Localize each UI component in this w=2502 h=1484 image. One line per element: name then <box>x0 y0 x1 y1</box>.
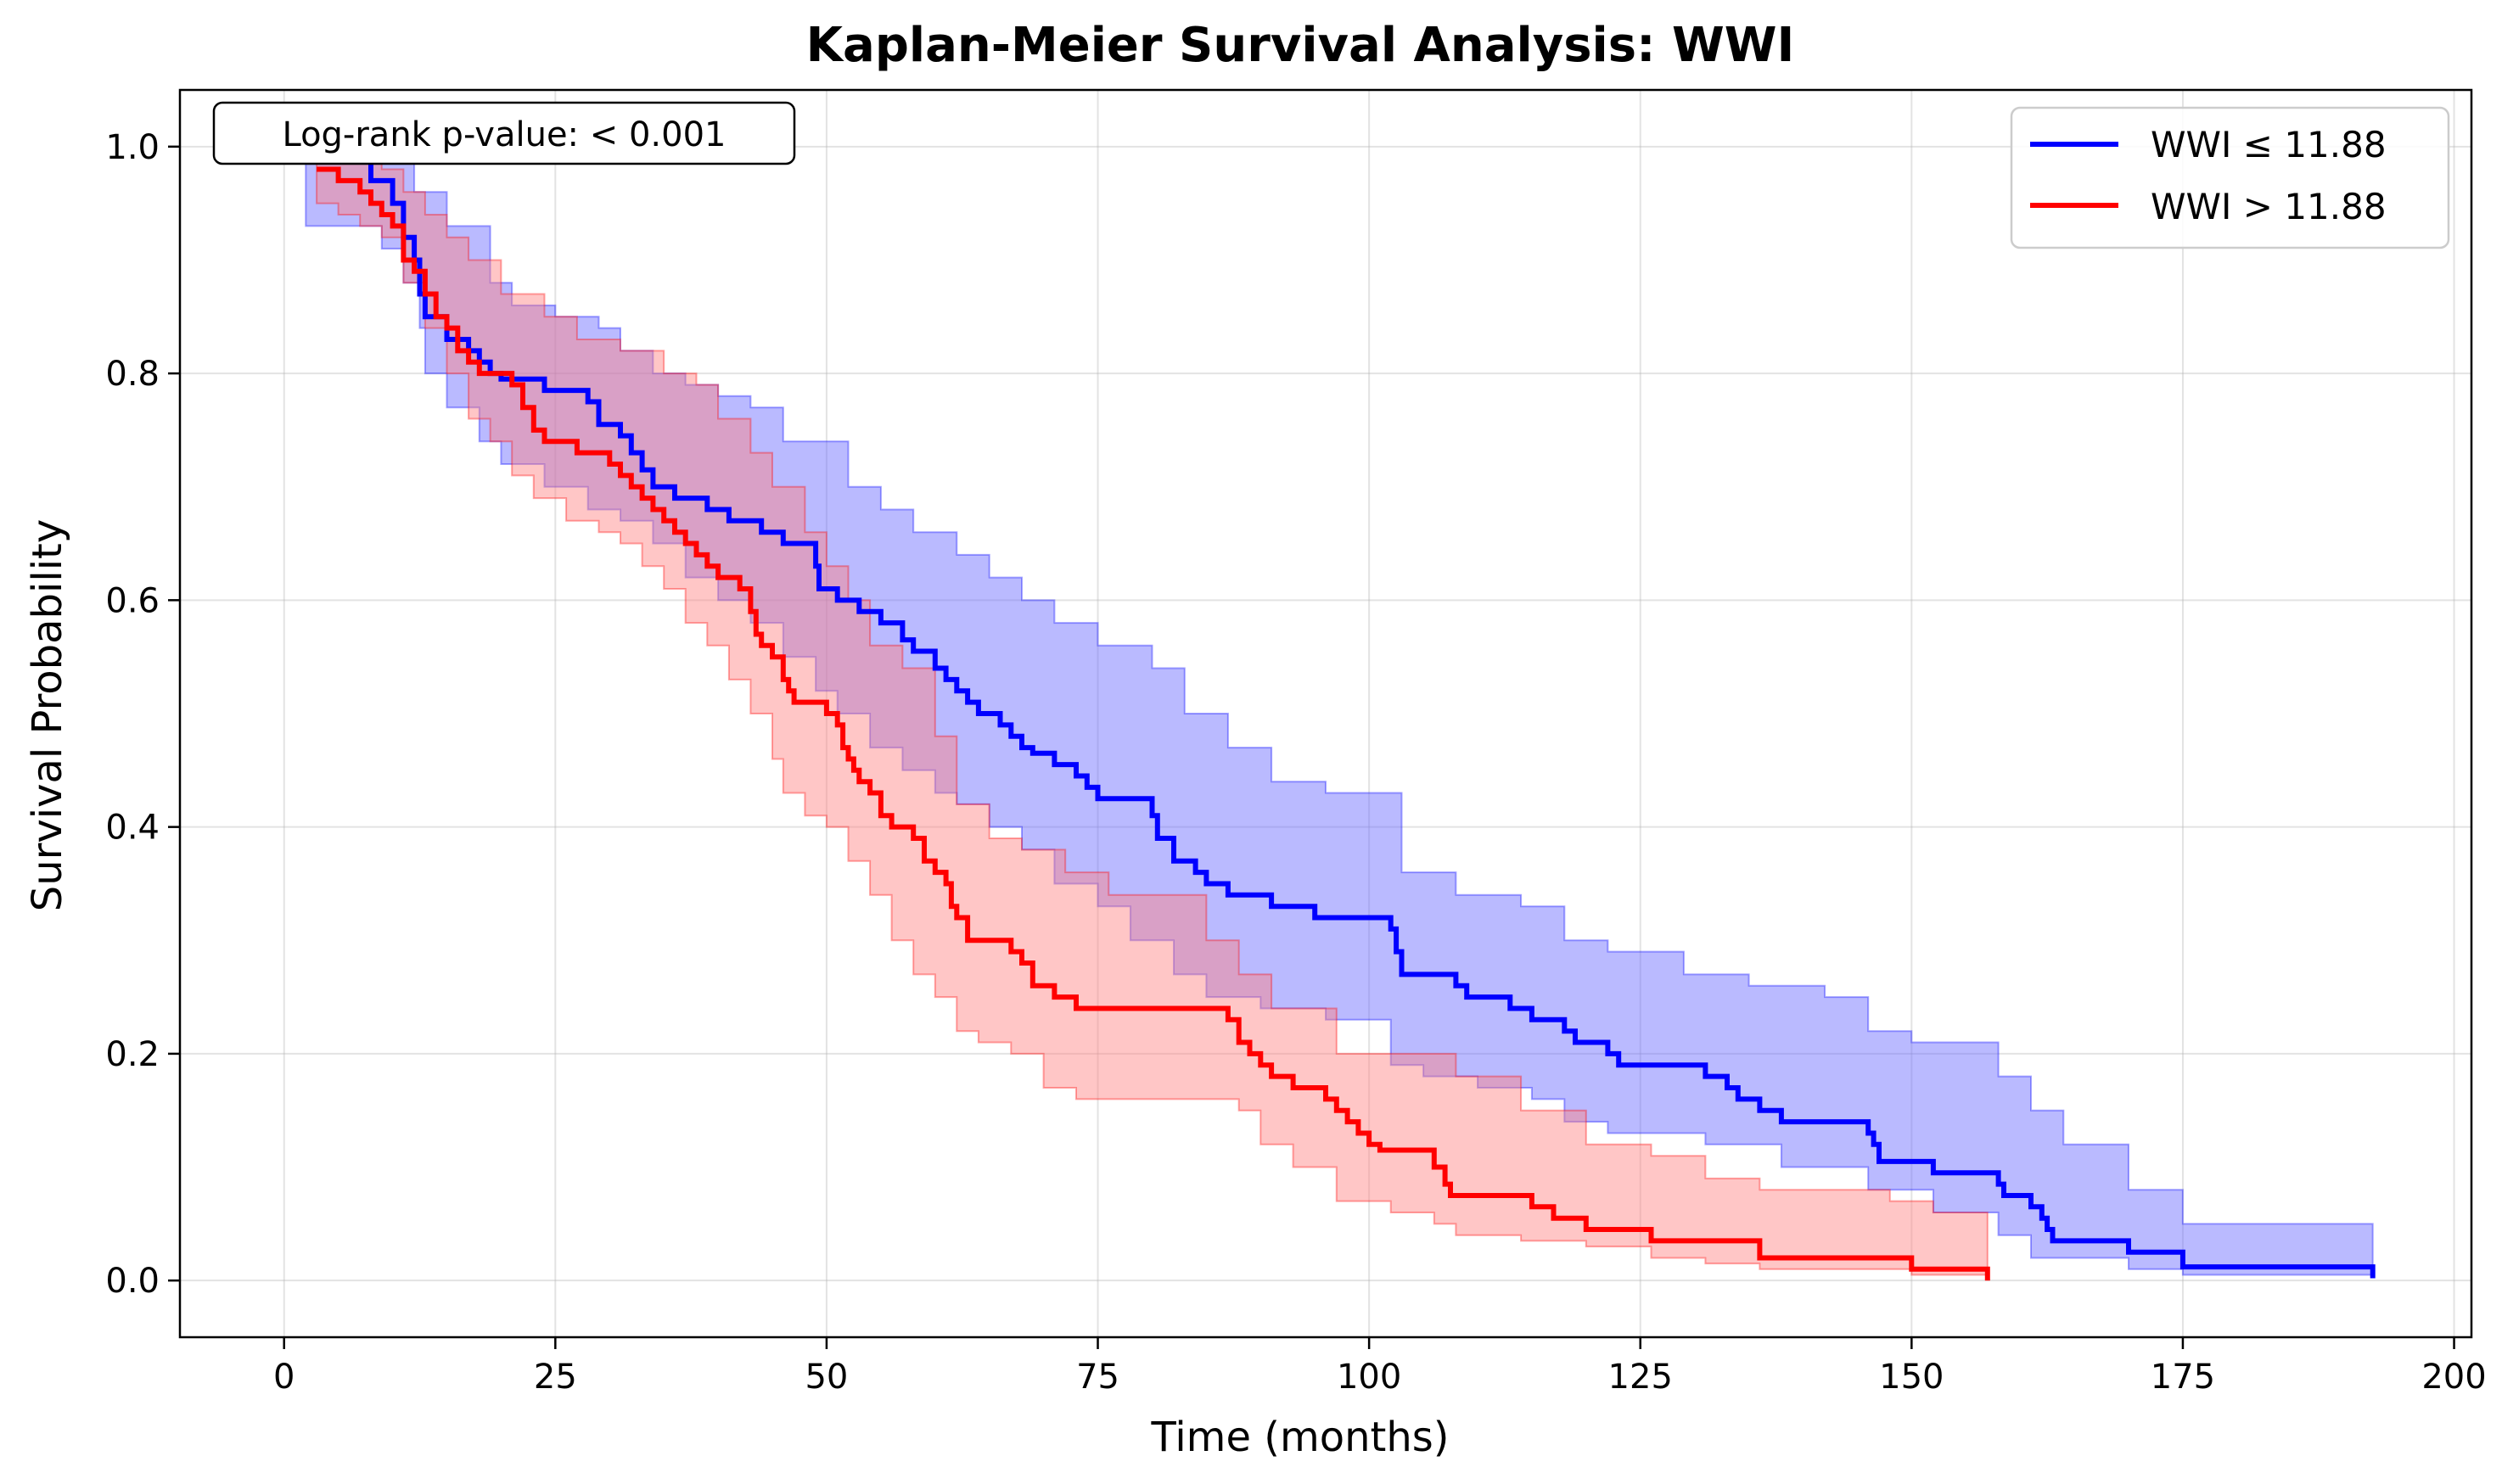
survival-curve-low-wwi <box>306 143 2376 1279</box>
x-tick-label: 150 <box>1879 1358 1944 1397</box>
x-tick-label: 0 <box>273 1358 295 1397</box>
y-tick-label: 0.6 <box>105 581 160 620</box>
y-axis-label: Survival Probability <box>24 519 71 912</box>
survival-curve-high-wwi <box>317 166 1990 1281</box>
x-tick-label: 25 <box>534 1358 577 1397</box>
x-tick-label: 175 <box>2151 1358 2215 1397</box>
y-tick-label: 0.8 <box>105 355 160 394</box>
grid-lines <box>180 90 2471 1337</box>
x-tick-label: 125 <box>1608 1358 1673 1397</box>
plot-frame <box>178 88 2473 1339</box>
x-tick-label: 50 <box>805 1358 848 1397</box>
x-tick-label: 100 <box>1337 1358 1401 1397</box>
x-tick-label: 200 <box>2421 1358 2486 1397</box>
survival-curves <box>306 143 2376 1281</box>
x-tick-label: 75 <box>1076 1358 1119 1397</box>
legend-label-low-wwi: WWI ≤ 11.88 <box>2151 124 2387 165</box>
axis-ticks: 0 25 50 75 100 125 150 175 200 0.0 0.2 0.4 0.6 0.8 1.0 <box>105 128 2486 1397</box>
confidence-band-high-wwi <box>316 145 1989 1276</box>
log-rank-text: Log-rank p-value: < 0.001 <box>282 115 726 154</box>
y-tick-label: 0.2 <box>105 1035 160 1074</box>
legend: WWI ≤ 11.88 WWI > 11.88 <box>2010 106 2450 249</box>
legend-label-high-wwi: WWI > 11.88 <box>2151 186 2387 227</box>
log-rank-annotation: Log-rank p-value: < 0.001 <box>212 101 796 165</box>
y-tick-label: 1.0 <box>105 128 160 167</box>
chart-title: Kaplan-Meier Survival Analysis: WWI <box>806 18 1795 73</box>
y-tick-label: 0.0 <box>105 1262 160 1301</box>
x-axis-label: Time (months) <box>1151 1414 1450 1461</box>
confidence-bands <box>305 145 2374 1276</box>
y-tick-label: 0.4 <box>105 809 160 848</box>
